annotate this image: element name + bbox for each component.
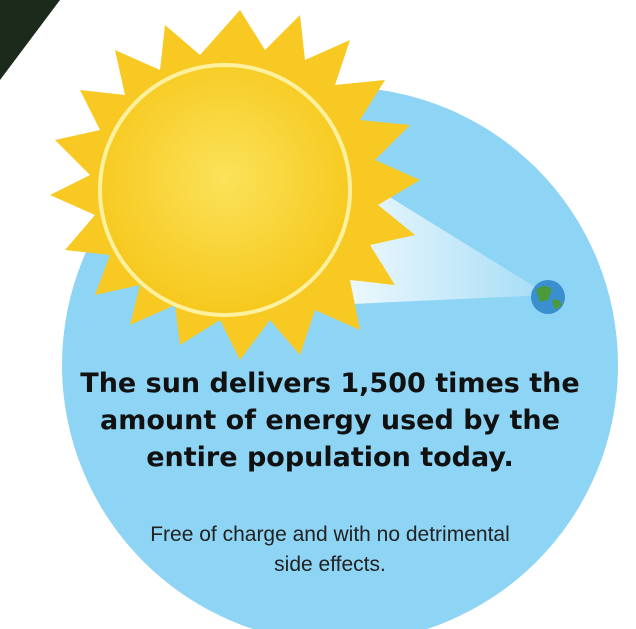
subtext: Free of charge and with no detrimental s… (150, 523, 510, 576)
earth-land (536, 286, 562, 310)
sun-disk (98, 63, 352, 317)
headline: The sun delivers 1,500 times the amount … (80, 368, 580, 473)
corner-shape (0, 0, 60, 80)
